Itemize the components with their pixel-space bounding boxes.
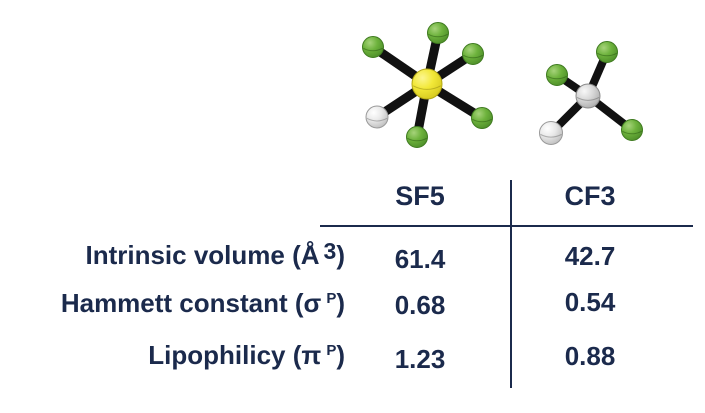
- sphere-meridian: [576, 96, 600, 101]
- row-label-superscript: 3: [323, 238, 337, 264]
- value-cf3-lipophilicy: 0.88: [564, 341, 616, 371]
- value-sf5-lipophilicy: 1.23: [394, 344, 446, 374]
- row-label-intrinsic-volume: Intrinsic volume (Å 3): [0, 238, 345, 270]
- row-label-text: Intrinsic volume (Å: [85, 240, 320, 270]
- fluorine-atom: [362, 36, 384, 58]
- table-column-divider: [510, 180, 512, 388]
- sulfur-atom: [411, 68, 443, 100]
- sphere-meridian: [472, 118, 492, 123]
- table-header-rule: [320, 225, 693, 227]
- molecule-models: [362, 22, 643, 148]
- row-label-close: ): [336, 288, 345, 318]
- sphere-meridian: [597, 52, 617, 57]
- row-label-hammett-constant: Hammett constant (σ P): [0, 289, 345, 318]
- fluorine-atom: [621, 119, 643, 141]
- sphere-meridian: [366, 117, 388, 122]
- sf5-molecule-model: [362, 22, 493, 148]
- sphere-meridian: [547, 75, 567, 80]
- value-sf5-hammett-constant: 0.68: [394, 290, 446, 320]
- carbon-atom: [575, 83, 601, 109]
- fluorine-atom: [546, 64, 568, 86]
- row-label-close: ): [336, 240, 345, 270]
- value-cf3-hammett-constant: 0.54: [564, 287, 616, 317]
- fluorine-atom: [462, 43, 484, 65]
- column-header-cf3: CF3: [564, 181, 616, 211]
- row-label-superscript: P: [326, 290, 337, 307]
- column-header-sf5: SF5: [395, 181, 445, 211]
- sphere-meridian: [622, 130, 642, 135]
- fluorine-atom: [596, 41, 618, 63]
- value-sf5-intrinsic-volume: 61.4: [394, 244, 446, 274]
- fluorine-atom: [406, 126, 428, 148]
- row-label-close: ): [336, 340, 345, 370]
- row-label-lipophilicy: Lipophilicy (π P): [0, 341, 345, 370]
- row-label-superscript: P: [326, 342, 337, 359]
- sphere-meridian: [363, 47, 383, 52]
- row-label-text: Hammett constant (σ: [60, 288, 322, 318]
- sphere-meridian: [463, 54, 483, 59]
- row-label-text: Lipophilicy (π: [148, 340, 322, 370]
- sphere-meridian: [540, 133, 562, 138]
- sphere-meridian: [428, 33, 448, 38]
- fluorine-atom: [427, 22, 449, 44]
- cf3-molecule-model: [539, 41, 643, 145]
- attachment-atom: [539, 121, 563, 145]
- sphere-meridian: [412, 85, 442, 90]
- attachment-atom: [365, 105, 389, 129]
- sphere-meridian: [407, 137, 427, 142]
- value-cf3-intrinsic-volume: 42.7: [564, 241, 616, 271]
- fluorine-atom: [471, 107, 493, 129]
